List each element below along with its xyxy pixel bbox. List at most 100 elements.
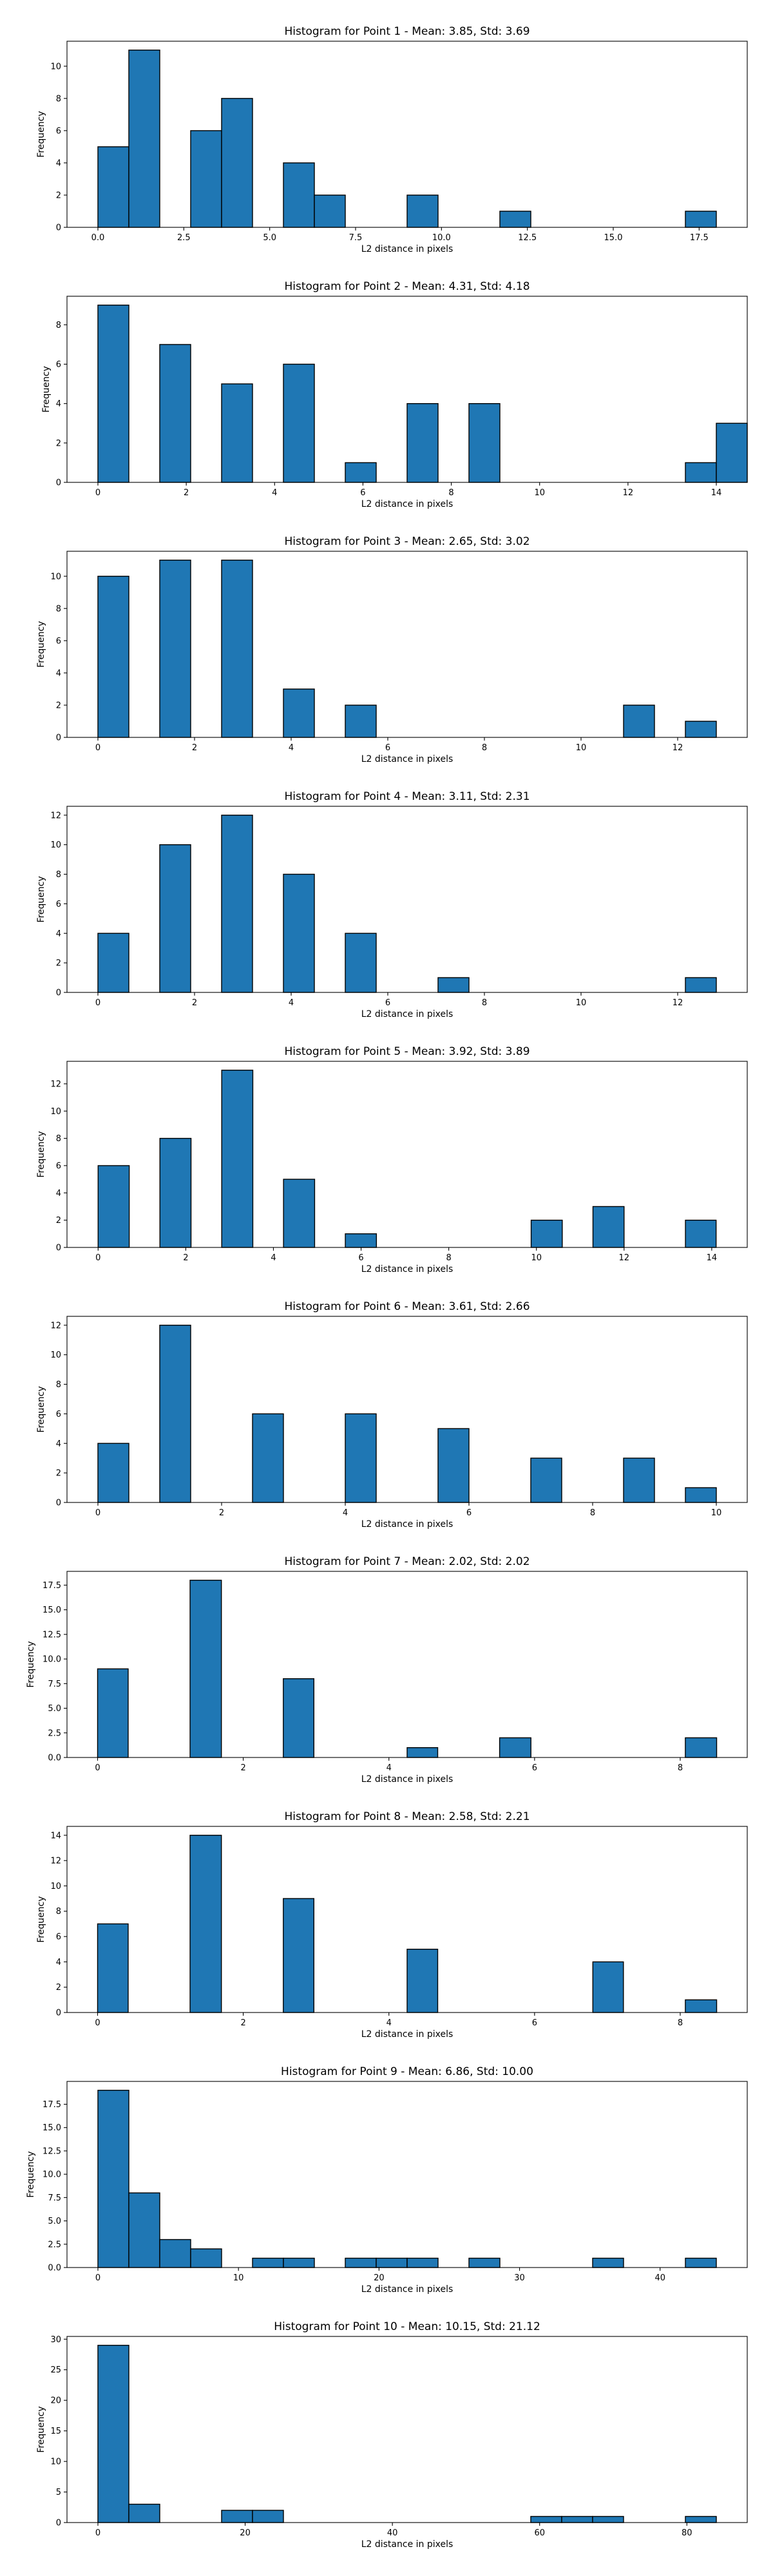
histogram-bar xyxy=(283,2257,315,2268)
y-tick-label: 0 xyxy=(56,223,61,233)
plot-frame xyxy=(66,41,748,228)
histogram-bar xyxy=(499,1737,531,1758)
histogram-bar xyxy=(97,305,129,483)
x-tick-label: 2 xyxy=(192,743,197,753)
x-tick-label: 14 xyxy=(711,488,722,498)
histogram-bar xyxy=(592,2257,624,2268)
x-tick-label: 0 xyxy=(95,1763,100,1773)
x-axis-label: L2 distance in pixels xyxy=(361,2284,453,2295)
y-tick-label: 0 xyxy=(56,989,61,998)
y-tick-label: 8 xyxy=(56,604,61,614)
y-tick-label: 17.5 xyxy=(43,2100,61,2110)
x-tick-label: 10 xyxy=(534,488,545,498)
histogram-bar xyxy=(283,1898,314,2013)
x-axis-label: L2 distance in pixels xyxy=(361,2029,453,2040)
y-tick-label: 15.0 xyxy=(43,1605,61,1615)
histogram-bar xyxy=(159,560,191,738)
histogram-bar xyxy=(314,194,346,228)
histogram-bar xyxy=(97,1443,129,1503)
histogram-bar xyxy=(159,844,191,993)
x-tick-label: 4 xyxy=(343,1508,348,1518)
y-axis-label: Frequency xyxy=(36,1896,46,1942)
histogram-bar xyxy=(468,402,501,483)
histogram-bar xyxy=(159,1325,191,1503)
histogram-bar xyxy=(221,98,253,228)
chart-title: Histogram for Point 3 - Mean: 2.65, Std:… xyxy=(284,535,530,548)
y-tick-label: 4 xyxy=(56,399,61,409)
x-tick-label: 2 xyxy=(240,2018,245,2028)
x-tick-label: 10 xyxy=(711,1508,722,1518)
x-tick-label: 12 xyxy=(673,743,683,753)
histogram-svg-7: Histogram for Point 7 - Mean: 2.02, Std:… xyxy=(26,1555,748,1785)
y-tick-label: 12.5 xyxy=(43,1630,61,1640)
x-tick-label: 8 xyxy=(446,1253,451,1263)
x-tick-label: 4 xyxy=(289,743,294,753)
plot-frame xyxy=(66,296,748,483)
y-tick-label: 4 xyxy=(56,1439,61,1449)
y-tick-label: 0.0 xyxy=(48,2264,61,2273)
y-tick-label: 0 xyxy=(56,2009,61,2018)
y-tick-label: 10 xyxy=(50,572,61,582)
y-tick-label: 10 xyxy=(50,62,61,71)
histogram-bar xyxy=(345,1413,377,1503)
histogram-bar xyxy=(685,211,717,228)
histogram-bar xyxy=(685,1219,717,1248)
histogram-bar xyxy=(530,1219,563,1248)
y-tick-label: 15 xyxy=(50,2427,61,2436)
y-axis-label: Frequency xyxy=(36,876,46,922)
x-tick-label: 20 xyxy=(240,2528,251,2538)
y-tick-label: 2 xyxy=(56,701,61,710)
y-axis-label: Frequency xyxy=(36,1131,46,1177)
y-tick-label: 2.5 xyxy=(48,1728,61,1738)
y-tick-label: 2 xyxy=(56,1216,61,1226)
x-axis-label: L2 distance in pixels xyxy=(361,1519,453,1530)
histogram-panel-8: Histogram for Point 8 - Mean: 2.58, Std:… xyxy=(0,1785,773,2040)
histogram-panel-10: Histogram for Point 10 - Mean: 10.15, St… xyxy=(0,2295,773,2550)
histogram-svg-10: Histogram for Point 10 - Mean: 10.15, St… xyxy=(36,2320,748,2550)
x-tick-label: 10 xyxy=(576,743,587,753)
chart-title: Histogram for Point 7 - Mean: 2.02, Std:… xyxy=(284,1555,530,1568)
histogram-svg-6: Histogram for Point 6 - Mean: 3.61, Std:… xyxy=(36,1300,748,1530)
x-axis-label: L2 distance in pixels xyxy=(361,1774,453,1785)
x-tick-label: 0 xyxy=(95,1508,100,1518)
y-tick-label: 10.0 xyxy=(43,1655,61,1665)
histogram-bar xyxy=(437,977,470,993)
y-tick-label: 0 xyxy=(56,1244,61,1253)
x-tick-label: 10 xyxy=(233,2273,244,2283)
x-tick-label: 2 xyxy=(240,1763,245,1773)
y-tick-label: 14 xyxy=(50,1831,61,1841)
x-tick-label: 0 xyxy=(95,998,100,1008)
plot-frame xyxy=(66,1061,748,1248)
plot-frame xyxy=(66,2336,748,2523)
x-tick-label: 2 xyxy=(192,998,197,1008)
histogram-bar xyxy=(685,2257,717,2268)
histogram-bar xyxy=(189,1580,222,1758)
histogram-bar xyxy=(345,705,377,738)
histogram-bar xyxy=(685,2515,717,2523)
x-tick-label: 0 xyxy=(95,2273,100,2283)
histogram-bar xyxy=(530,2515,562,2523)
y-axis-label: Frequency xyxy=(26,2151,36,2197)
x-tick-label: 20 xyxy=(374,2273,385,2283)
histogram-bar xyxy=(530,1457,562,1503)
histogram-bar xyxy=(283,688,315,738)
x-tick-label: 6 xyxy=(385,998,390,1008)
histogram-bar xyxy=(685,1999,718,2013)
histogram-bar xyxy=(345,933,377,993)
y-tick-label: 10 xyxy=(50,840,61,850)
x-tick-label: 6 xyxy=(466,1508,472,1518)
x-tick-label: 4 xyxy=(289,998,294,1008)
x-tick-label: 4 xyxy=(386,2018,392,2028)
x-axis-label: L2 distance in pixels xyxy=(361,754,453,764)
histogram-bar xyxy=(499,211,531,228)
histogram-svg-3: Histogram for Point 3 - Mean: 2.65, Std:… xyxy=(36,535,748,764)
y-tick-label: 6 xyxy=(56,1933,61,1942)
histogram-bar xyxy=(283,162,315,228)
x-tick-label: 0 xyxy=(95,1253,100,1263)
histogram-bar xyxy=(221,560,253,738)
histogram-bar xyxy=(97,1165,130,1248)
y-tick-label: 2.5 xyxy=(48,2240,61,2249)
histogram-bar xyxy=(128,50,160,228)
y-tick-label: 10 xyxy=(50,1107,61,1117)
y-tick-label: 8 xyxy=(56,321,61,330)
